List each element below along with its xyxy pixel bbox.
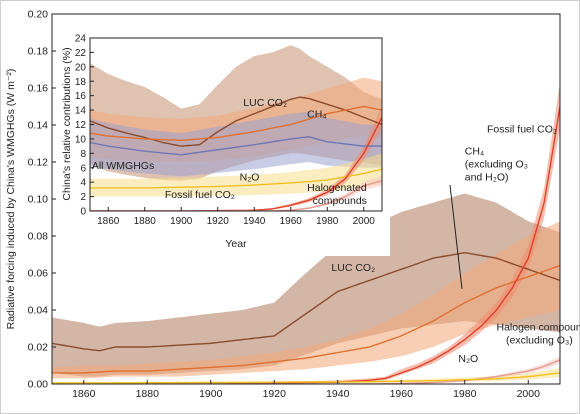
main-annotation-n-o: N₂O [458,353,478,365]
main-y-tick-label: 0.20 [28,9,49,21]
main-x-tick-label: 1940 [326,388,350,400]
main-x-tick-label: 1900 [199,388,223,400]
main-x-tick-label: 1880 [136,388,160,400]
inset-y-tick-label: 8 [80,149,86,160]
main-x-tick-label: 1960 [390,388,414,400]
main-bands [52,82,560,384]
inset-annotation-luc-co: LUC CO₂ [243,97,287,109]
inset-x-tick-label: 2000 [353,216,376,227]
inset-y-tick-label: 4 [80,178,86,189]
main-y-axis-title: Radiative forcing induced by China's WMG… [5,69,17,330]
inset-x-tick-label: 1940 [243,216,266,227]
main-ch-excluding-o-and-h-o-band [52,221,560,379]
inset-y-tick-label: 18 [75,77,87,88]
main-ch-excluding-o-and-h-o-line [52,264,560,374]
main-y-tick-label: 0.16 [28,83,49,95]
main-annotation-excluding-o: (excluding O₃) [506,334,573,346]
main-annotation-fossil-fuel-co: Fossil fuel CO₂ [487,123,557,135]
inset-all-wmghgs-band [90,111,382,177]
inset-y-tick-label: 10 [75,134,87,145]
inset-x-tick-label: 1960 [280,216,303,227]
inset-n-o-band [90,153,382,197]
main-annotation-ch: CH₄ [465,146,484,158]
main-y-tick-label: 0.18 [28,46,49,58]
inset-annotation-n-o: N₂O [240,172,260,184]
inset-annotation-fossil-fuel-co: Fossil fuel CO₂ [165,189,235,201]
inset-y-tick-label: 24 [75,34,87,45]
main-lines [52,106,560,384]
inset-x-axis-title: Year [225,238,247,250]
main-luc-co-line [52,251,560,352]
inset-annotation-compounds: compounds [313,195,367,207]
main-x-axis: 1860 1880 1900 1920 1940 1960 1980 2000 [72,380,540,400]
inset-y-tick-label: 2 [80,192,86,203]
inset-all-wmghgs-line [90,136,382,156]
inset-x-tick-label: 1920 [207,216,230,227]
main-x-tick-label: 1860 [72,388,96,400]
inset-y-tick-label: 14 [75,106,87,117]
inset-x-tick-label: 1980 [316,216,339,227]
main-n-o-band [52,368,560,384]
main-annotation-halogen-compounds: Halogen compounds [497,321,580,333]
ch4-leader-line [449,184,463,290]
inset-x-tick-label: 1900 [170,216,193,227]
main-y-tick-label: 0.08 [28,231,49,243]
inset-y-tick-label: 20 [75,62,87,73]
main-y-tick-label: 0.00 [28,379,49,391]
main-annotation-and-h-o: and H₂O) [465,172,509,184]
main-y-tick-label: 0.14 [28,120,49,132]
inset-plot: 1860 1880 1900 1920 1940 1960 1980 2000 0246810… [60,30,390,256]
inset-y-tick-label: 12 [75,120,87,131]
inset-x-tick-label: 1860 [97,216,120,227]
inset-halogenated-compounds-line [90,180,382,211]
inset-luc-co-line [90,96,382,147]
main-y-axis: 0.00 0.02 0.04 0.06 0.08 0.10 0.12 0.14 0.16 0.18… [28,9,56,391]
inset-y-tick-label: 0 [80,207,86,218]
main-annotation-excluding-o: (excluding O₃ [465,159,528,171]
inset-ch-line [90,105,382,142]
inset-annotation-ch: CH₄ [307,108,326,120]
inset-x-tick-label: 1880 [134,216,157,227]
main-annotation-luc-co: LUC CO₂ [331,262,375,274]
main-y-tick-label: 0.06 [28,268,49,280]
main-plot: 1860 1880 1900 1920 1940 1960 1980 2000 0.000.0… [5,9,580,401]
inset-annotation-all-wmghgs: All WMGHGs [92,160,154,172]
main-y-tick-label: 0.10 [28,194,49,206]
inset-y-tick-label: 16 [75,91,87,102]
main-luc-co-band [52,193,560,377]
inset-n-o-line [90,168,382,189]
inset-annotations: LUC CO₂ CH₄ All WMGHGs N₂O Fossil fuel CO₂ Ha… [92,97,367,207]
inset-y-tick-label: 22 [75,48,87,59]
inset-y-tick-label: 6 [80,163,86,174]
inset-x-axis: 1860 1880 1900 1920 1940 1960 1980 2000 [97,207,375,227]
main-y-tick-label: 0.04 [28,305,49,317]
inset-annotation-halogenated: Halogenated [307,182,367,194]
main-y-tick-label: 0.12 [28,157,49,169]
main-y-tick-label: 0.02 [28,342,49,354]
main-n-o-line [52,372,560,384]
main-x-tick-label: 2000 [517,388,541,400]
main-x-tick-label: 1920 [263,388,287,400]
inset-y-axis-title: China's relative contributions (%) [61,47,73,200]
main-x-tick-label: 1980 [453,388,477,400]
